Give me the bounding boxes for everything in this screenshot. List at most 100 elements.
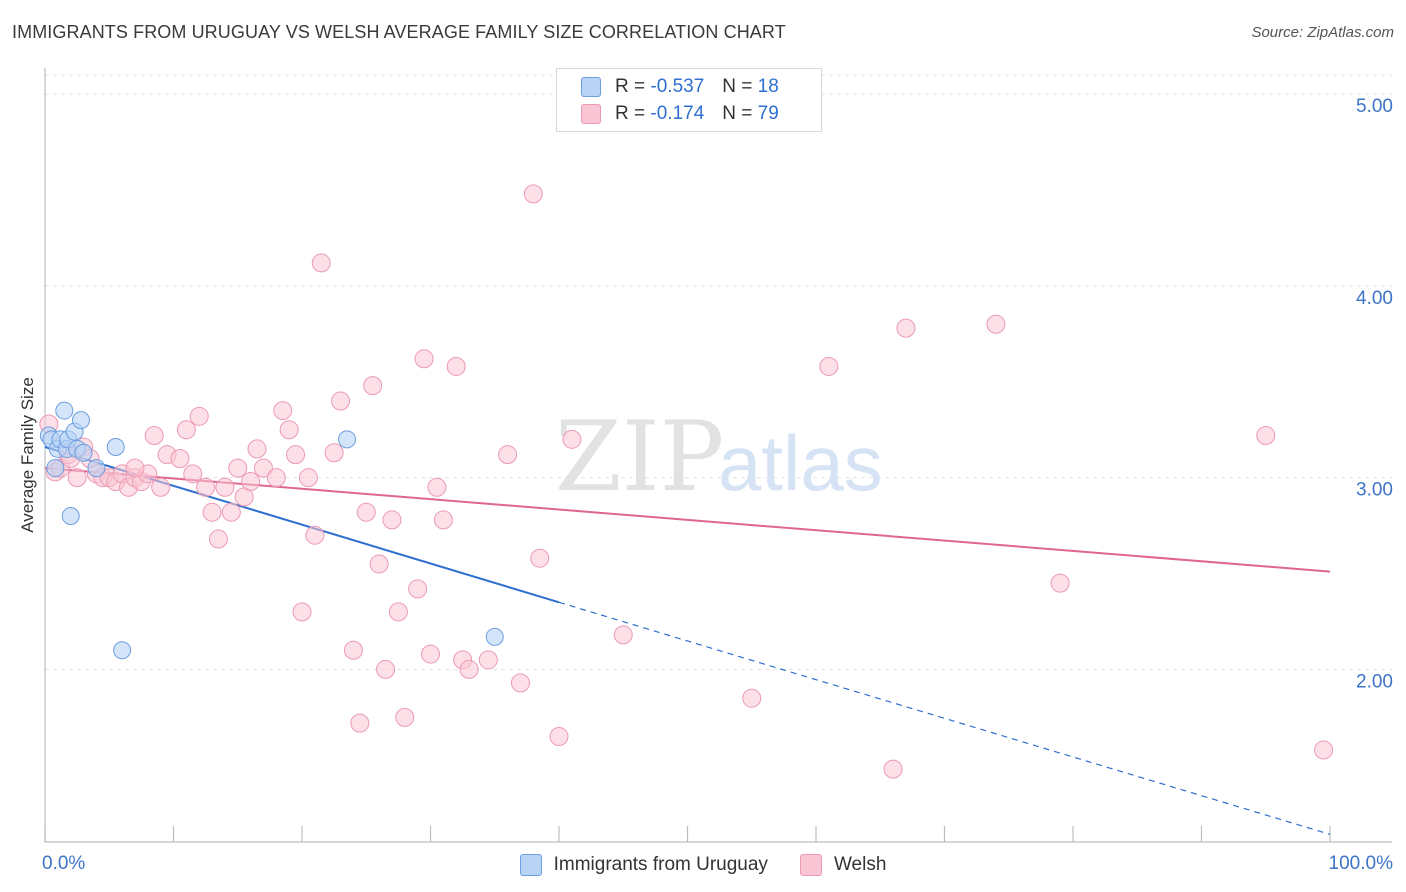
data-point-welsh	[202, 502, 222, 522]
data-point-welsh	[279, 420, 299, 440]
data-point-welsh	[446, 356, 466, 376]
watermark-zip: ZIP	[555, 401, 724, 513]
y-tick-label: 5.00	[1356, 96, 1393, 117]
data-point-welsh	[170, 449, 190, 468]
legend-r-value-welsh: -0.174	[650, 103, 705, 124]
data-point-uruguay	[87, 459, 106, 478]
data-point-welsh	[331, 391, 351, 411]
data-point-welsh	[414, 349, 434, 369]
data-point-welsh	[896, 318, 916, 338]
legend-r-label: R =	[615, 76, 646, 97]
legend-swatch-welsh	[581, 104, 601, 124]
data-point-welsh	[189, 406, 209, 426]
grid-lines	[45, 74, 1392, 670]
legend-swatch-uruguay	[581, 77, 601, 97]
y-tick-label: 2.00	[1356, 671, 1393, 692]
data-point-welsh	[388, 602, 408, 622]
data-point-welsh	[324, 443, 344, 463]
data-point-welsh	[433, 510, 453, 530]
x-tick-label: 100.0%	[1329, 853, 1394, 874]
data-point-welsh	[382, 510, 402, 530]
data-point-welsh	[151, 477, 171, 497]
source-label: Source: ZipAtlas.com	[1251, 24, 1394, 41]
data-point-welsh	[421, 644, 440, 664]
data-point-welsh	[221, 502, 241, 522]
data-point-welsh	[986, 314, 1006, 334]
data-point-welsh	[395, 707, 415, 727]
data-point-uruguay	[74, 443, 93, 462]
legend-row-welsh: R = -0.174 N = 79	[581, 101, 779, 127]
data-point-welsh	[883, 759, 903, 779]
data-point-welsh	[253, 458, 273, 478]
data-point-welsh	[228, 458, 248, 478]
data-point-welsh	[356, 502, 376, 522]
data-point-welsh	[266, 468, 286, 488]
data-point-uruguay	[55, 401, 74, 420]
legend-swatch-welsh	[799, 854, 822, 876]
data-point-welsh	[562, 429, 582, 449]
legend-swatch-uruguay	[519, 854, 542, 876]
data-point-welsh	[241, 472, 261, 492]
data-point-welsh	[363, 376, 383, 396]
data-point-welsh	[196, 477, 216, 497]
series-legend: Immigrants from Uruguay Welsh	[0, 852, 1406, 878]
data-point-uruguay	[61, 507, 80, 526]
tick-labels: 2.00 3.00 4.00 5.00 0.0% 100.0%	[42, 96, 1393, 874]
data-points	[39, 88, 1334, 779]
data-point-welsh	[742, 688, 762, 708]
data-point-welsh	[311, 253, 331, 273]
legend-n-label: N =	[722, 76, 753, 97]
data-point-uruguay	[337, 430, 356, 449]
trend-line-uruguay-extrapolated	[558, 601, 1331, 835]
data-point-welsh	[292, 602, 312, 622]
data-point-welsh	[408, 579, 428, 599]
legend-item-welsh[interactable]: Welsh	[799, 854, 887, 876]
data-point-welsh	[247, 439, 267, 459]
x-tick-label: 0.0%	[42, 853, 85, 874]
legend-label-welsh: Welsh	[833, 854, 887, 875]
data-point-welsh	[427, 477, 447, 497]
data-point-welsh	[215, 477, 235, 497]
data-point-welsh	[369, 554, 389, 574]
data-point-welsh	[125, 458, 145, 478]
data-point-uruguay	[106, 437, 125, 456]
data-point-welsh	[376, 659, 396, 679]
data-point-welsh	[498, 445, 518, 465]
correlation-legend: R = -0.537 N = 18 R = -0.174 N = 79	[556, 68, 822, 132]
chart-title: IMMIGRANTS FROM URUGUAY VS WELSH AVERAGE…	[12, 22, 786, 42]
watermark-atlas: atlas	[718, 419, 883, 507]
axes	[44, 68, 1392, 843]
data-point-uruguay	[485, 627, 504, 646]
legend-n-value-welsh: 79	[757, 103, 779, 124]
data-point-welsh	[510, 673, 530, 693]
data-point-welsh	[523, 184, 543, 204]
data-point-welsh	[478, 650, 498, 670]
data-point-welsh	[176, 420, 196, 440]
data-point-welsh	[298, 468, 318, 488]
data-point-welsh	[343, 640, 363, 660]
data-point-welsh	[144, 425, 164, 445]
legend-n-value-uruguay: 18	[757, 76, 779, 97]
legend-label-uruguay: Immigrants from Uruguay	[553, 854, 768, 875]
legend-r-value-uruguay: -0.537	[650, 76, 705, 97]
data-point-welsh	[1314, 740, 1334, 760]
data-point-uruguay	[113, 641, 132, 660]
y-tick-label: 3.00	[1356, 480, 1393, 501]
data-point-welsh	[530, 548, 550, 568]
legend-item-uruguay[interactable]: Immigrants from Uruguay	[519, 854, 768, 876]
data-point-welsh	[305, 525, 325, 545]
legend-n-label: N =	[722, 103, 753, 124]
data-point-welsh	[819, 356, 839, 376]
data-point-uruguay	[46, 459, 65, 478]
data-point-welsh	[1050, 573, 1070, 593]
data-point-welsh	[459, 659, 479, 679]
legend-row-uruguay: R = -0.537 N = 18	[581, 74, 779, 100]
data-point-welsh	[183, 464, 203, 484]
data-point-welsh	[613, 625, 633, 645]
data-point-welsh	[549, 727, 569, 747]
data-point-welsh	[273, 401, 293, 421]
data-point-welsh	[286, 445, 306, 465]
data-point-welsh	[67, 468, 87, 488]
